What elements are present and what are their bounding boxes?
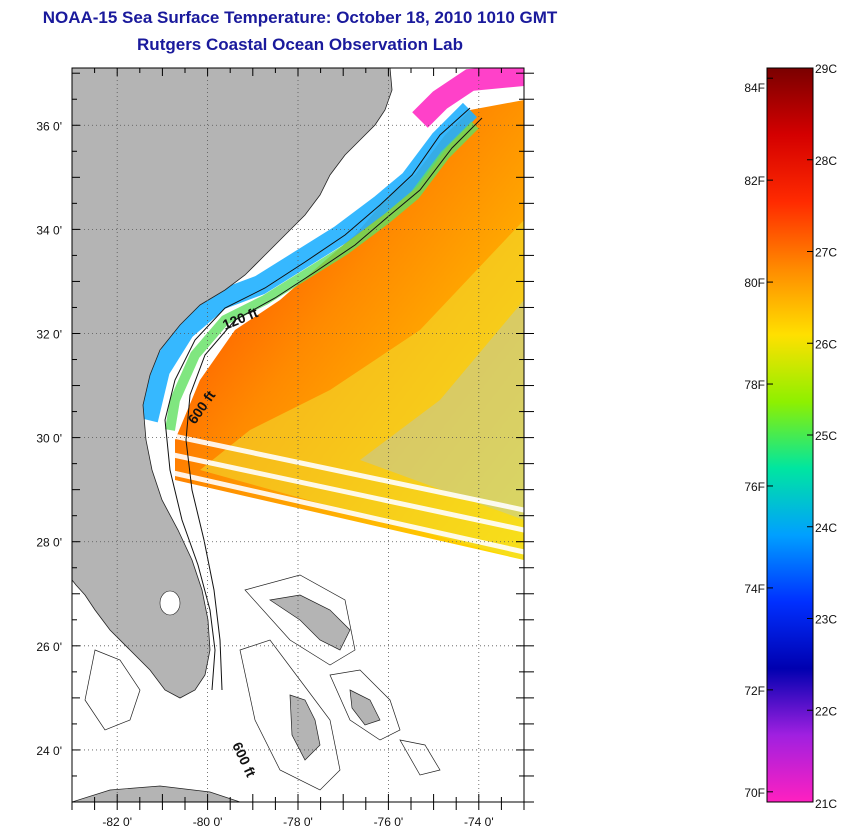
lon-label: -80 0' bbox=[193, 815, 223, 829]
lat-label: 24 0' bbox=[36, 744, 62, 758]
map-panel: 120 ft 600 ft 600 ft 36 0'34 0'32 0'30 0… bbox=[36, 67, 534, 829]
colorbar-c-label: 27C bbox=[815, 246, 837, 260]
bank-contours bbox=[84, 574, 441, 791]
colorbar-f-label: 72F bbox=[744, 684, 765, 698]
coastal-green-band bbox=[165, 121, 479, 431]
colorbar-c-label: 21C bbox=[815, 797, 837, 811]
colorbar-f-label: 84F bbox=[744, 81, 765, 95]
land-us-southeast bbox=[72, 68, 393, 699]
nearshore-magenta bbox=[412, 68, 524, 128]
colorbar-bar bbox=[766, 67, 814, 803]
lon-label: -82 0' bbox=[102, 815, 132, 829]
lon-label: -76 0' bbox=[374, 815, 404, 829]
colorbar-c-label: 26C bbox=[815, 337, 837, 351]
colorbar-c-label: 24C bbox=[815, 521, 837, 535]
colorbar-f-label: 80F bbox=[744, 276, 765, 290]
map-subtitle: Rutgers Coastal Ocean Observation Lab bbox=[137, 35, 463, 54]
colorbar-f-label: 70F bbox=[744, 786, 765, 800]
colorbar-c-label: 29C bbox=[815, 62, 837, 76]
lat-label: 26 0' bbox=[36, 640, 62, 654]
sst-field-mixed bbox=[200, 220, 524, 560]
colorbar-f-label: 82F bbox=[744, 174, 765, 188]
lat-label: 32 0' bbox=[36, 327, 62, 341]
colorbar-c-label: 22C bbox=[815, 704, 837, 718]
lat-label: 34 0' bbox=[36, 223, 62, 237]
sst-field-noisy-offshore bbox=[360, 300, 524, 520]
lake-okeechobee bbox=[159, 590, 181, 616]
lat-label: 28 0' bbox=[36, 536, 62, 550]
colorbar-f-label: 76F bbox=[744, 480, 765, 494]
colorbar-celsius-labels: 29C 28C 27C 26C 25C 24C 23C 22C 21C bbox=[807, 62, 837, 811]
longitude-labels: -82 0' -80 0' -78 0' -76 0' -74 0' bbox=[102, 815, 493, 829]
colorbar: 84F 82F 80F 78F 76F 74F 72F 70F 29C 28C 27C 26C 25C… bbox=[744, 62, 837, 811]
colorbar-f-label: 74F bbox=[744, 582, 765, 596]
lat-label: 30 0' bbox=[36, 432, 62, 446]
colorbar-fahrenheit-labels: 84F 82F 80F 78F 76F 74F 72F 70F bbox=[744, 77, 773, 800]
colorbar-c-label: 25C bbox=[815, 429, 837, 443]
colorbar-c-label: 28C bbox=[815, 154, 837, 168]
coastal-cold-band bbox=[138, 102, 478, 423]
isobath-600ft bbox=[185, 117, 483, 691]
latitude-labels: 36 0' 34 0' 32 0' 30 0' 28 0' 26 0' 24 0' bbox=[36, 119, 62, 758]
colorbar-f-label: 78F bbox=[744, 378, 765, 392]
colorbar-c-label: 23C bbox=[815, 613, 837, 627]
lat-label: 36 0' bbox=[36, 119, 62, 133]
cuba-coast bbox=[72, 785, 241, 802]
bahamas-islands bbox=[269, 594, 381, 761]
map-frame bbox=[71, 67, 525, 803]
map-gridlines bbox=[72, 68, 524, 802]
scan-gaps bbox=[144, 427, 524, 555]
isobath-120ft bbox=[164, 107, 471, 691]
lon-label: -74 0' bbox=[464, 815, 494, 829]
lon-label: -78 0' bbox=[283, 815, 313, 829]
map-title: NOAA-15 Sea Surface Temperature: October… bbox=[42, 8, 558, 27]
